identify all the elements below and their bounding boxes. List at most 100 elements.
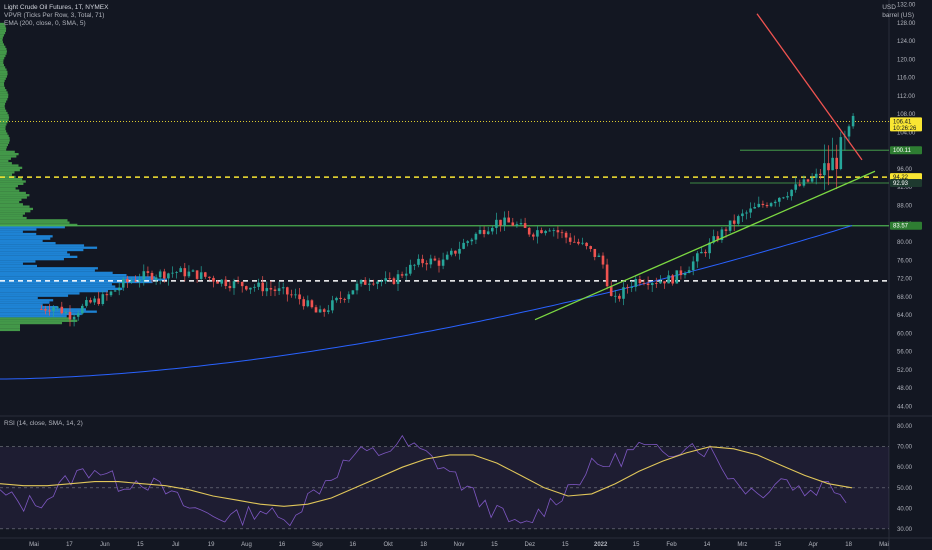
candle-body[interactable] <box>798 184 802 186</box>
candle-body[interactable] <box>89 300 92 303</box>
candle-body[interactable] <box>630 286 633 288</box>
candle-body[interactable] <box>343 298 346 300</box>
candle-body[interactable] <box>109 291 113 296</box>
candle-body[interactable] <box>310 300 314 308</box>
candle-body[interactable] <box>413 264 416 266</box>
candle-body[interactable] <box>52 307 55 312</box>
candle-body[interactable] <box>376 281 379 284</box>
candle-body[interactable] <box>232 281 236 289</box>
candle-body[interactable] <box>466 241 469 243</box>
candle-body[interactable] <box>146 271 150 273</box>
candle-body[interactable] <box>515 224 519 226</box>
candle-body[interactable] <box>318 309 322 313</box>
candle-body[interactable] <box>486 231 490 235</box>
candle-body[interactable] <box>737 216 740 224</box>
candle-body[interactable] <box>593 248 597 257</box>
candle-body[interactable] <box>827 163 830 171</box>
candle-body[interactable] <box>294 294 297 296</box>
candle-body[interactable] <box>683 273 687 276</box>
candle-body[interactable] <box>544 230 547 234</box>
candle-body[interactable] <box>749 208 752 213</box>
candle-body[interactable] <box>101 294 105 305</box>
candle-body[interactable] <box>437 260 441 266</box>
candle-body[interactable] <box>454 250 457 254</box>
candle-body[interactable] <box>265 288 269 292</box>
rsi-legend[interactable]: RSI (14, close, SMA, 14, 2) <box>4 420 83 427</box>
candle-body[interactable] <box>532 234 535 237</box>
candle-body[interactable] <box>81 305 84 314</box>
candle-body[interactable] <box>851 115 855 127</box>
candle-body[interactable] <box>560 232 564 234</box>
candle-body[interactable] <box>765 205 769 207</box>
candle-body[interactable] <box>117 287 121 291</box>
candle-body[interactable] <box>556 230 560 233</box>
candle-body[interactable] <box>126 278 129 282</box>
candle-body[interactable] <box>687 270 691 274</box>
candle-body[interactable] <box>691 261 695 271</box>
candle-body[interactable] <box>138 279 141 282</box>
candle-body[interactable] <box>130 280 133 282</box>
candle-body[interactable] <box>458 248 461 254</box>
candle-body[interactable] <box>48 310 51 312</box>
candle-body[interactable] <box>331 300 334 311</box>
candle-body[interactable] <box>261 282 264 292</box>
rsi-line[interactable] <box>0 434 847 527</box>
candle-body[interactable] <box>753 207 756 209</box>
candle-body[interactable] <box>507 217 510 223</box>
candle-body[interactable] <box>679 270 683 276</box>
candle-body[interactable] <box>778 197 781 202</box>
candle-body[interactable] <box>433 258 437 261</box>
candle-body[interactable] <box>626 287 629 289</box>
candle-body[interactable] <box>236 281 240 282</box>
candle-body[interactable] <box>372 283 375 285</box>
candle-body[interactable] <box>605 264 609 287</box>
candle-body[interactable] <box>646 283 650 286</box>
candle-body[interactable] <box>351 290 355 295</box>
candle-body[interactable] <box>806 179 810 182</box>
candle-body[interactable] <box>216 281 219 284</box>
candle-body[interactable] <box>347 294 351 300</box>
candle-body[interactable] <box>384 278 387 282</box>
candle-body[interactable] <box>523 223 527 228</box>
candle-body[interactable] <box>782 197 785 199</box>
candle-body[interactable] <box>671 275 674 284</box>
candle-body[interactable] <box>519 223 523 225</box>
candle-body[interactable] <box>495 219 498 228</box>
candle-body[interactable] <box>470 239 474 242</box>
candle-body[interactable] <box>359 279 363 284</box>
candle-body[interactable] <box>388 278 392 280</box>
candle-body[interactable] <box>491 227 494 232</box>
candle-body[interactable] <box>191 270 195 272</box>
candle-body[interactable] <box>355 283 359 291</box>
rsi-ma-line[interactable] <box>0 446 853 507</box>
candle-body[interactable] <box>245 286 248 290</box>
candle-body[interactable] <box>831 157 834 171</box>
candle-body[interactable] <box>339 297 342 299</box>
candle-body[interactable] <box>527 227 531 235</box>
candle-body[interactable] <box>212 277 215 282</box>
candle-body[interactable] <box>281 287 285 289</box>
candle-body[interactable] <box>741 213 744 217</box>
candle-body[interactable] <box>614 295 617 297</box>
candle-body[interactable] <box>269 288 273 290</box>
candle-body[interactable] <box>482 229 486 235</box>
candle-body[interactable] <box>835 157 838 170</box>
candle-body[interactable] <box>536 230 539 237</box>
candle-body[interactable] <box>249 287 252 290</box>
candle-body[interactable] <box>659 281 662 284</box>
candle-body[interactable] <box>708 242 711 254</box>
candle-body[interactable] <box>568 237 572 242</box>
candle-body[interactable] <box>609 286 613 296</box>
candle-body[interactable] <box>204 272 207 277</box>
uptrend-line[interactable] <box>534 170 876 321</box>
candle-body[interactable] <box>441 259 445 266</box>
candle-body[interactable] <box>503 217 506 226</box>
ema-200-line[interactable] <box>0 225 853 380</box>
candle-body[interactable] <box>712 236 715 243</box>
candle-body[interactable] <box>548 230 551 232</box>
candle-body[interactable] <box>142 271 146 280</box>
candle-body[interactable] <box>220 279 223 284</box>
downtrend-line[interactable] <box>756 13 863 161</box>
candle-body[interactable] <box>839 137 843 170</box>
candle-body[interactable] <box>720 229 724 241</box>
